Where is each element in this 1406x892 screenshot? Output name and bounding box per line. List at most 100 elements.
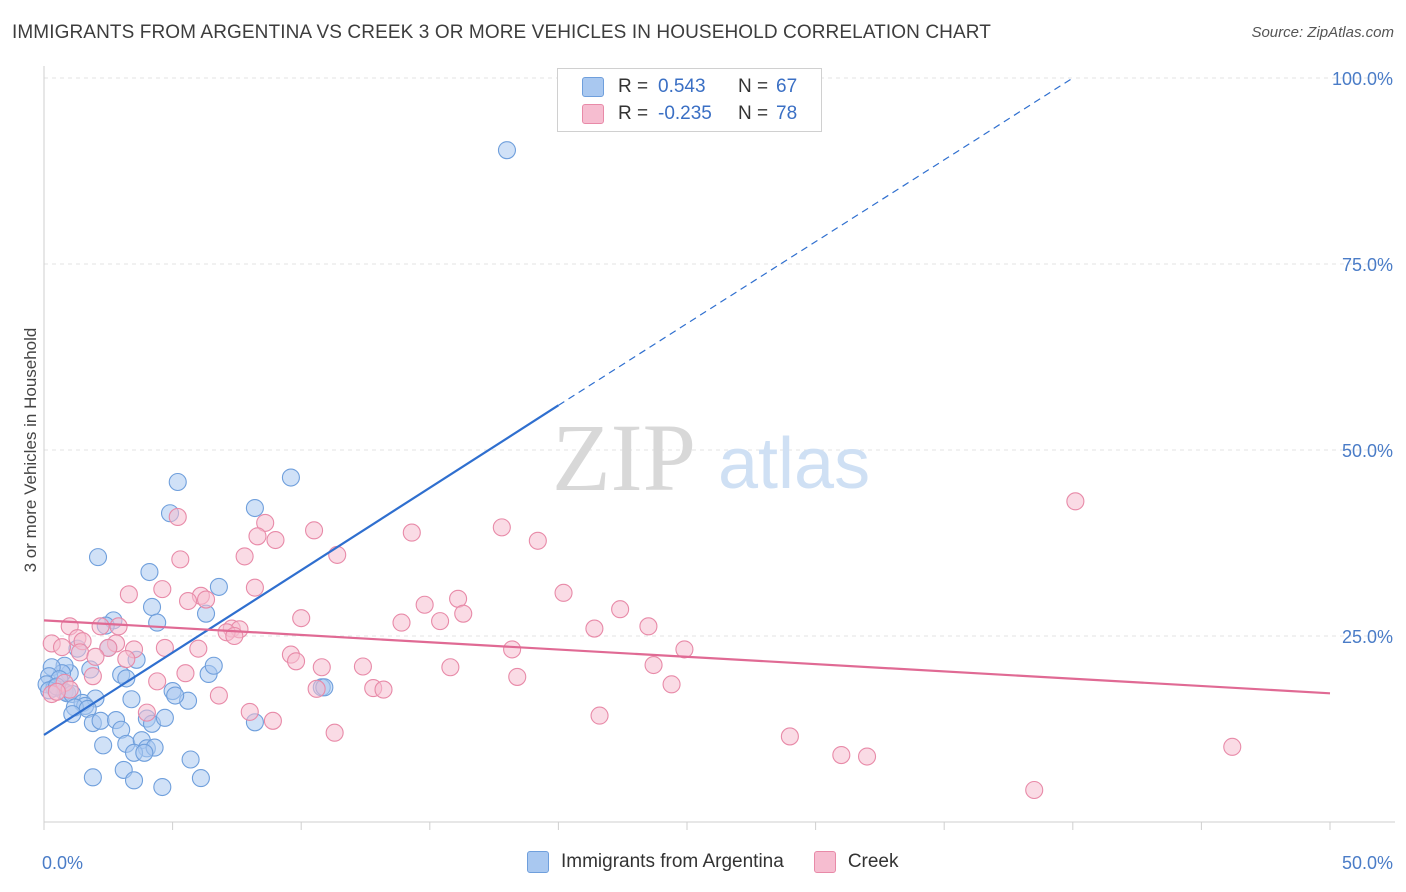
trend-lines: [43, 77, 1331, 736]
point-creek: [503, 640, 522, 659]
point-creek: [780, 727, 799, 746]
point-creek: [99, 638, 118, 657]
point-creek: [171, 550, 190, 569]
y-tick-label: 75.0%: [1342, 255, 1393, 275]
series-label-creek: Creek: [847, 851, 899, 872]
point-creek: [441, 658, 460, 677]
legend-r-label: R =: [618, 76, 649, 97]
point-creek: [1223, 737, 1242, 756]
series-legend: Immigrants from Argentina Creek: [527, 851, 929, 873]
legend-row-creek: R = -0.235 N = 78: [582, 101, 797, 127]
point-creek: [176, 664, 195, 683]
data-points: [37, 141, 1242, 800]
point-creek: [83, 667, 102, 686]
point-creek: [857, 747, 877, 766]
point-creek: [644, 655, 663, 675]
y-tick-label: 25.0%: [1342, 627, 1393, 647]
point-argentina: [140, 562, 159, 582]
point-argentina: [94, 736, 113, 755]
point-creek: [328, 545, 347, 564]
point-creek: [91, 617, 110, 636]
point-creek: [117, 650, 136, 669]
point-creek: [248, 527, 267, 546]
point-argentina: [155, 708, 174, 727]
legend-r-value: -0.235: [658, 103, 712, 124]
point-creek: [47, 682, 66, 701]
point-creek: [292, 609, 311, 628]
legend-n-value: 67: [776, 76, 798, 97]
point-creek: [235, 547, 254, 566]
point-creek: [178, 591, 198, 611]
point-argentina: [281, 468, 300, 487]
y-tick-label: 50.0%: [1342, 441, 1393, 461]
point-creek: [189, 639, 208, 658]
point-creek: [52, 638, 72, 657]
point-creek: [196, 590, 216, 609]
point-creek: [263, 711, 282, 730]
trend-line-argentina: [43, 404, 559, 736]
point-creek: [119, 585, 138, 604]
point-argentina: [124, 771, 144, 790]
point-creek: [611, 600, 630, 619]
series-swatch-creek: [813, 851, 836, 873]
trend-line-argentina-extension: [558, 77, 1074, 406]
legend-n-value: 78: [776, 103, 798, 124]
point-argentina: [153, 777, 172, 797]
correlation-legend: R = 0.543 N = 67 R = -0.235 N = 78: [557, 68, 822, 132]
legend-swatch-creek: [582, 104, 604, 124]
point-creek: [508, 667, 527, 686]
point-creek: [70, 643, 90, 662]
point-creek: [256, 513, 275, 532]
point-creek: [305, 521, 324, 540]
legend-r-value: 0.543: [658, 76, 706, 97]
point-creek: [431, 612, 450, 631]
point-argentina: [191, 769, 210, 788]
point-creek: [554, 583, 573, 602]
point-creek: [240, 702, 259, 721]
point-argentina: [142, 597, 162, 617]
point-creek: [415, 595, 434, 614]
point-creek: [86, 647, 105, 666]
series-legend-argentina[interactable]: Immigrants from Argentina: [527, 851, 784, 873]
point-argentina: [245, 498, 264, 518]
point-argentina: [497, 141, 517, 160]
legend-row-argentina: R = 0.543 N = 67: [582, 74, 797, 100]
point-creek: [353, 657, 372, 676]
watermark: ZIP atlas: [552, 404, 870, 511]
watermark-atlas: atlas: [718, 424, 870, 504]
point-creek: [109, 617, 128, 636]
legend-swatch-argentina: [582, 77, 604, 97]
point-creek: [148, 672, 167, 691]
x-tick-label: 50.0%: [1342, 853, 1393, 873]
point-creek: [585, 619, 604, 638]
point-creek: [266, 530, 285, 550]
legend-n-label: N =: [738, 103, 769, 124]
point-argentina: [209, 577, 228, 596]
point-creek: [662, 675, 681, 694]
series-legend-creek[interactable]: Creek: [813, 851, 899, 873]
point-creek: [590, 706, 609, 725]
point-creek: [1066, 492, 1085, 511]
point-argentina: [168, 472, 187, 492]
point-argentina: [204, 656, 223, 675]
point-creek: [325, 723, 344, 742]
point-creek: [209, 686, 228, 705]
point-creek: [245, 578, 264, 597]
point-argentina: [148, 613, 167, 632]
point-creek: [137, 703, 156, 722]
series-label-argentina: Immigrants from Argentina: [561, 851, 784, 872]
point-creek: [312, 658, 331, 677]
point-argentina: [88, 548, 108, 567]
point-creek: [153, 580, 172, 599]
point-creek: [374, 680, 393, 699]
y-axis-label: 3 or more Vehicles in Household: [21, 328, 40, 573]
series-swatch-argentina: [527, 851, 549, 873]
legend-r-label: R =: [618, 103, 649, 124]
point-creek: [639, 617, 658, 636]
chart-title: IMMIGRANTS FROM ARGENTINA VS CREEK 3 OR …: [12, 22, 991, 43]
y-tick-label: 100.0%: [1332, 69, 1393, 89]
point-creek: [402, 523, 421, 542]
point-argentina: [181, 750, 200, 769]
point-argentina: [83, 768, 102, 787]
